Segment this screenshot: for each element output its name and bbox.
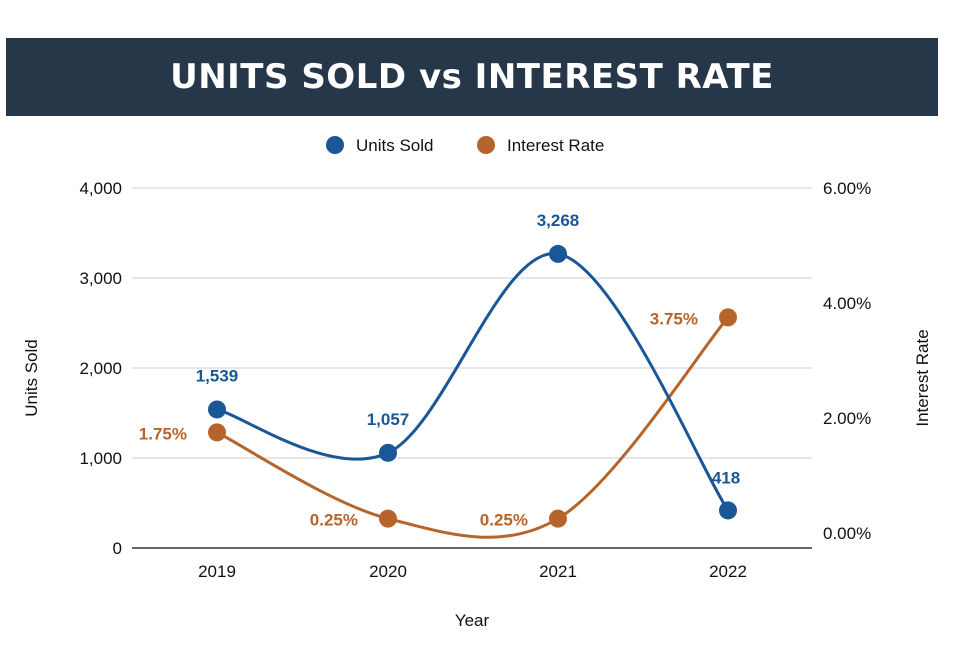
units-sold-data-label: 3,268 [537,211,580,230]
units-sold-point [208,400,226,419]
interest-rate-data-label: 0.25% [480,511,528,530]
y-tick-label: 0 [113,539,122,558]
legend-marker-interest-rate [477,136,495,154]
y-tick-label: 4,000 [79,179,122,198]
legend-marker-units-sold [326,136,344,154]
interest-rate-data-label: 0.25% [310,511,358,530]
x-axis-title: Year [455,611,490,630]
y2-axis-title: Interest Rate [913,329,932,426]
y-tick-label: 3,000 [79,269,122,288]
legend-label-units-sold: Units Sold [356,136,433,155]
interest-rate-point [549,509,567,528]
y2-tick-label: 4.00% [823,294,871,313]
interest-rate-point [719,308,737,327]
series-line-units-sold [216,252,730,512]
chart-title: UNITS SOLD vs INTEREST RATE [170,57,774,97]
y2-tick-label: 0.00% [823,524,871,543]
x-tick-label: 2021 [539,562,577,581]
title-bar: UNITS SOLD vs INTEREST RATE [6,38,938,116]
x-tick-label: 2022 [709,562,747,581]
x-tick-label: 2019 [198,562,236,581]
y2-tick-label: 2.00% [823,409,871,428]
y-tick-label: 2,000 [79,359,122,378]
units-sold-point [719,501,737,520]
units-sold-point [379,443,397,462]
units-sold-point [549,244,567,263]
y-tick-label: 1,000 [79,449,122,468]
units-sold-data-label: 1,057 [367,410,410,429]
interest-rate-data-label: 3.75% [650,309,698,328]
interest-rate-point [208,423,226,442]
series-line-interest-rate [216,316,730,539]
legend-label-interest-rate: Interest Rate [507,136,604,155]
units-sold-data-label: 418 [712,468,740,487]
interest-rate-data-label: 1.75% [139,424,187,443]
interest-rate-point [379,509,397,528]
y-axis-title: Units Sold [22,339,41,416]
units-sold-data-label: 1,539 [196,366,239,385]
y2-tick-label: 6.00% [823,179,871,198]
x-tick-label: 2020 [369,562,407,581]
